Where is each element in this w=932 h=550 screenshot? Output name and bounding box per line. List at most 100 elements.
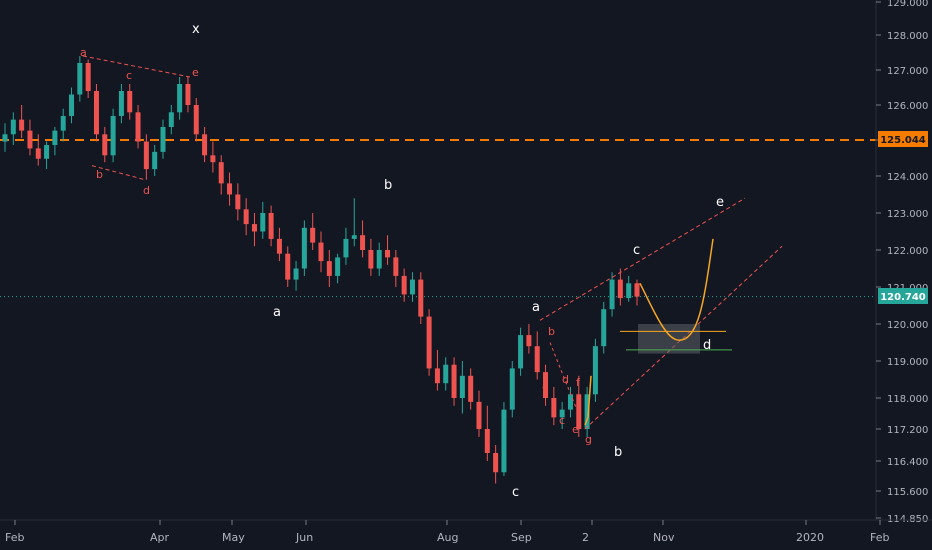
candle-body <box>459 375 465 398</box>
candle-body <box>27 130 33 149</box>
candle-body <box>601 309 607 347</box>
candle-body <box>418 279 424 317</box>
candle-body <box>285 253 291 280</box>
candle-body <box>185 84 191 105</box>
candle-body <box>534 346 540 373</box>
wave-label-e-minor-1: e <box>192 66 199 79</box>
candle-body <box>551 398 557 418</box>
wave-label-f-minor-2: f <box>576 376 581 389</box>
candle-body <box>326 261 332 276</box>
triangle-lower-line <box>91 165 146 181</box>
level-badge-orange-text: 125.044 <box>880 135 926 146</box>
candle-body <box>584 394 590 429</box>
candle-body <box>202 134 208 156</box>
price-tick-label: 120.000 <box>887 320 928 331</box>
candle-body <box>2 134 8 142</box>
candle-body <box>293 268 299 280</box>
candle-body <box>168 112 174 127</box>
price-tick-label: 119.000 <box>887 357 928 368</box>
minor-wave-line <box>549 342 581 418</box>
candle-body <box>543 372 549 398</box>
candle-body <box>19 119 25 131</box>
time-tick-label: Feb <box>870 531 889 544</box>
candles-group <box>0 55 876 484</box>
candle-body <box>77 63 83 95</box>
wave-label-g-minor-2: g <box>585 433 592 446</box>
candle-body <box>526 335 532 347</box>
candle-body <box>567 394 573 410</box>
candle-body <box>69 94 75 116</box>
candle-body <box>376 250 382 269</box>
candle-body <box>310 227 316 243</box>
candle-body <box>343 238 349 258</box>
wave-label-a-major-1: a <box>273 305 281 320</box>
candle-body <box>443 364 449 384</box>
candle-body <box>268 213 274 239</box>
candle-body <box>35 148 41 159</box>
candle-body <box>60 115 66 131</box>
time-tick-label: Jun <box>295 531 313 544</box>
wave-label-d-major: d <box>703 338 711 353</box>
candle-body <box>235 194 241 210</box>
wave-label-c-major-1: c <box>512 485 519 500</box>
wave-label-c-minor-2: c <box>559 414 565 427</box>
level-badge-current <box>878 288 928 304</box>
wave-label-a-minor-1: a <box>80 46 87 59</box>
wave-label-c-minor-1: c <box>126 69 132 82</box>
candle-body <box>401 275 407 295</box>
candle-body <box>127 91 133 113</box>
candle-body <box>276 238 282 254</box>
price-tick-label: 129.000 <box>887 0 928 9</box>
candle-body <box>385 250 391 258</box>
wave-label-b-minor-2: b <box>548 325 555 338</box>
candle-body <box>426 316 432 369</box>
candle-body <box>93 91 99 135</box>
candle-body <box>518 335 524 369</box>
candle-body <box>160 126 166 152</box>
price-tick-label: 116.400 <box>887 457 928 468</box>
candle-body <box>360 235 366 250</box>
candle-body <box>218 162 224 184</box>
candle-body <box>227 183 233 195</box>
time-tick-label: Apr <box>150 531 170 544</box>
price-tick-label: 124.000 <box>887 172 928 183</box>
price-tick-label: 126.000 <box>887 101 928 112</box>
wave-label-b-major-2: b <box>614 445 622 460</box>
candle-body <box>592 346 598 395</box>
candle-body <box>468 375 474 402</box>
candle-body <box>626 283 632 299</box>
candle-body <box>351 235 357 239</box>
candle-body <box>85 63 91 91</box>
price-tick-label: 127.000 <box>887 66 928 77</box>
candle-body <box>484 429 490 453</box>
candle-body <box>135 112 141 142</box>
candle-body <box>118 91 124 116</box>
candle-body <box>318 242 324 262</box>
candle-body <box>576 394 582 429</box>
time-tick-label: Aug <box>437 531 458 544</box>
wave-label-a-minor-2: a <box>542 379 549 392</box>
wave-label-d-minor-2: d <box>562 373 569 386</box>
candle-body <box>509 368 515 410</box>
time-tick-label: 2 <box>582 531 589 544</box>
projection-curve <box>639 238 714 341</box>
candle-body <box>393 257 399 276</box>
channel-upper-line <box>539 197 746 321</box>
time-tick-label: Sep <box>511 531 532 544</box>
price-tick-label: 115.600 <box>887 487 928 498</box>
candle-body <box>493 453 499 473</box>
wave-label-b-minor-1: b <box>96 168 103 181</box>
candle-body <box>451 364 457 398</box>
candle-body <box>501 409 507 473</box>
time-tick-label: Feb <box>5 531 24 544</box>
candle-body <box>609 279 615 310</box>
time-axis: Feb Apr May Jun Aug Sep 2 Nov 2020 Feb <box>0 519 932 544</box>
candle-body <box>193 105 199 135</box>
level-badge-orange <box>878 131 928 147</box>
candle-body <box>434 368 440 384</box>
candle-body <box>559 409 565 418</box>
candle-body <box>210 155 216 163</box>
candle-body <box>44 144 50 159</box>
